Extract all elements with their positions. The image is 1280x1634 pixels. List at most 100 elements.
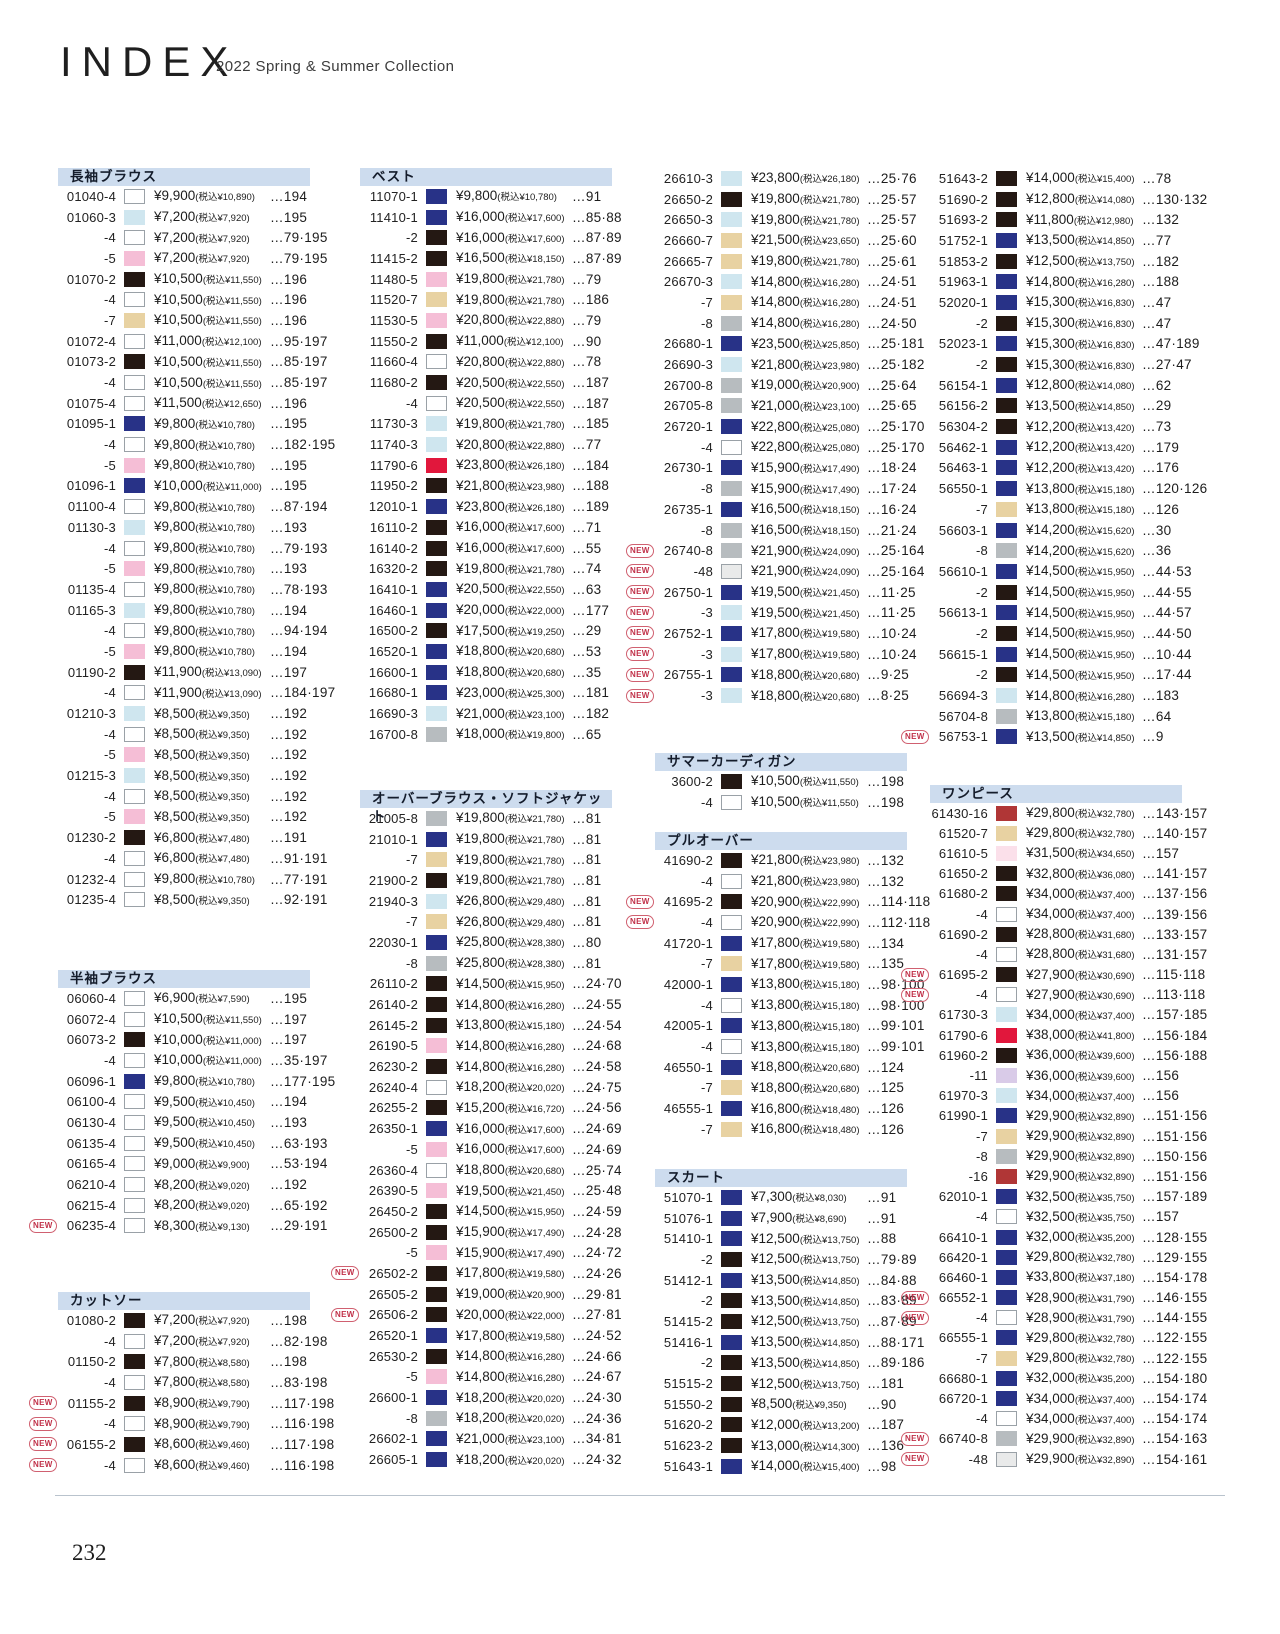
leader-dots: … xyxy=(1142,232,1156,248)
product-code: 56615-1 xyxy=(938,646,988,662)
product-row: 66720-1 ¥34,000(税込¥37,400) …154·174 xyxy=(900,1388,1207,1408)
product-code: 52023-1 xyxy=(938,336,988,352)
product-code: 01040-4 xyxy=(66,188,116,204)
product-row: 16690-3 ¥21,000(税込¥23,100) …182 xyxy=(330,703,630,724)
page-numbers: 137·156 xyxy=(1155,886,1208,902)
page-numbers: 157 xyxy=(1155,845,1180,861)
color-swatch-navy xyxy=(426,1452,447,1468)
product-row: NEW -4 ¥28,900(税込¥31,790) …144·155 xyxy=(900,1308,1207,1328)
page-numbers: 78 xyxy=(585,354,602,370)
product-code: 01073-2 xyxy=(66,354,116,370)
page-numbers: 195 xyxy=(283,457,308,473)
tax-included-price: (税込¥22,990) xyxy=(799,897,860,909)
badge-cell: NEW xyxy=(28,1437,58,1452)
color-swatch-white xyxy=(124,892,145,908)
price: ¥13,500 xyxy=(751,1354,800,1370)
color-swatch-lightblue xyxy=(996,1088,1017,1104)
page-numbers: 36 xyxy=(1155,543,1172,559)
leader-dots: … xyxy=(867,212,881,228)
price-group: ¥29,900(税込¥32,890) xyxy=(1026,1167,1142,1185)
price: ¥9,800 xyxy=(154,1073,196,1089)
leader-dots: … xyxy=(1142,1108,1156,1124)
product-row: 01215-3 ¥8,500(税込¥9,350) …192 xyxy=(28,765,328,786)
product-code: 26520-1 xyxy=(368,1328,418,1344)
leader-dots: … xyxy=(572,934,586,950)
price: ¥14,500 xyxy=(456,1203,505,1219)
color-swatch-navy xyxy=(721,1018,742,1034)
page-reference: …140·157 xyxy=(1142,826,1207,841)
leader-dots: … xyxy=(1142,866,1156,882)
price-group: ¥16,000(税込¥17,600) xyxy=(456,539,572,557)
price: ¥9,800 xyxy=(154,457,196,473)
leader-dots: … xyxy=(270,292,284,308)
page-reference: …44·50 xyxy=(1142,626,1192,641)
color-swatch-navy xyxy=(721,584,742,600)
leader-dots: … xyxy=(867,1121,881,1137)
tax-included-price: (税込¥20,900) xyxy=(799,381,860,393)
page-reference: …92·191 xyxy=(270,892,328,907)
badge-cell: NEW xyxy=(900,1452,930,1467)
page-numbers: 128·155 xyxy=(1155,1229,1208,1245)
product-code: 42005-1 xyxy=(663,1018,713,1034)
page-reference: …183 xyxy=(1142,688,1179,703)
section-header: ベスト xyxy=(360,168,612,186)
page-numbers: 24·30 xyxy=(585,1390,622,1406)
product-row: 66420-1 ¥29,800(税込¥32,780) …129·155 xyxy=(900,1247,1207,1267)
tax-included-price: (税込¥10,780) xyxy=(195,606,255,618)
color-swatch-black xyxy=(426,1224,447,1240)
leader-dots: … xyxy=(1142,1088,1156,1104)
price: ¥6,800 xyxy=(154,850,196,866)
price: ¥14,000 xyxy=(1026,170,1075,186)
product-row: -8 ¥14,800(税込¥16,280) …24·50 xyxy=(625,313,925,334)
color-swatch-navy xyxy=(124,1073,145,1089)
color-swatch-navy xyxy=(426,602,447,618)
price-group: ¥10,500(税込¥11,550) xyxy=(154,374,270,392)
leader-dots: … xyxy=(572,1203,586,1219)
tax-included-price: (税込¥16,830) xyxy=(1074,319,1135,331)
tax-included-price: (税込¥28,380) xyxy=(504,938,565,950)
price-group: ¥13,500(税込¥14,850) xyxy=(751,1354,867,1372)
page-numbers: 79·193 xyxy=(283,540,328,556)
product-code: 56156-2 xyxy=(938,398,988,414)
product-row: 61610-5 ¥31,500(税込¥34,650) …157 xyxy=(900,843,1200,863)
price: ¥21,800 xyxy=(751,873,800,889)
color-swatch-black xyxy=(996,212,1017,228)
price: ¥20,500 xyxy=(456,374,505,390)
new-badge: NEW xyxy=(901,967,929,982)
color-swatch-black xyxy=(996,866,1017,882)
color-swatch-black xyxy=(124,271,145,287)
color-swatch-white xyxy=(124,1374,145,1390)
product-row: NEW -4 ¥20,900(税込¥22,990) …112·118 xyxy=(625,912,930,933)
tax-included-price: (税込¥23,650) xyxy=(799,236,860,248)
color-swatch-lightblue xyxy=(124,768,145,784)
tax-included-price: (税込¥10,780) xyxy=(195,626,255,638)
color-swatch-gray xyxy=(721,377,742,393)
product-row: 01190-2 ¥11,900(税込¥13,090) …197 xyxy=(28,662,328,683)
price: ¥23,000 xyxy=(456,684,505,700)
page-reference: …132 xyxy=(1142,212,1179,227)
price-group: ¥13,800(税込¥15,180) xyxy=(751,996,867,1014)
product-row: 01135-4 ¥9,800(税込¥10,780) …78·193 xyxy=(28,579,328,600)
color-swatch-black xyxy=(124,1312,145,1328)
page-numbers: 192 xyxy=(283,809,308,825)
product-code: 21940-3 xyxy=(368,893,418,909)
product-code: 06096-1 xyxy=(66,1073,116,1089)
price-group: ¥12,800(税込¥14,080) xyxy=(1026,376,1142,394)
price: ¥22,800 xyxy=(751,418,800,434)
color-swatch-gray xyxy=(721,398,742,414)
price: ¥8,500 xyxy=(154,788,196,804)
page-reference: …122·155 xyxy=(1142,1330,1207,1345)
product-row: NEW 06235-4 ¥8,300(税込¥9,130) …29·191 xyxy=(28,1216,328,1237)
price-group: ¥18,200(税込¥20,020) xyxy=(456,1409,572,1427)
page-numbers: 187 xyxy=(585,375,610,391)
price-group: ¥29,900(税込¥32,890) xyxy=(1026,1127,1142,1145)
page-reference: …24·75 xyxy=(572,1080,622,1095)
page-numbers: 65·192 xyxy=(283,1197,328,1213)
index-column-1: 長袖ブラウス 01040-4 ¥9,900(税込¥10,890) …194 01060-… xyxy=(28,0,335,1634)
page-reference: …24·32 xyxy=(572,1452,622,1467)
price-group: ¥33,800(税込¥37,180) xyxy=(1026,1268,1142,1286)
product-code: 52020-1 xyxy=(938,294,988,310)
new-badge: NEW xyxy=(626,667,654,682)
tax-included-price: (税込¥10,780) xyxy=(195,875,255,887)
product-row: 61680-2 ¥34,000(税込¥37,400) …137·156 xyxy=(900,884,1207,904)
